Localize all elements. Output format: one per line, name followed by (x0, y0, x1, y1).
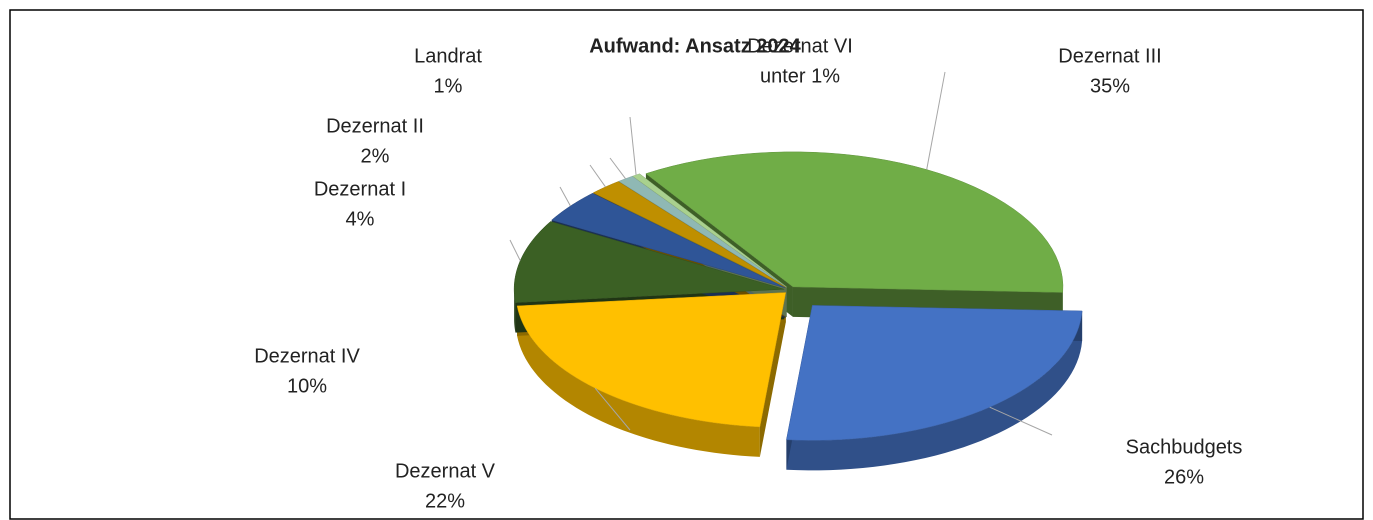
slice (592, 181, 787, 288)
slice-side (517, 305, 760, 457)
slice (618, 175, 787, 288)
leader-line (594, 387, 631, 431)
slice-label: Dezernat II (326, 115, 424, 137)
slice-side (514, 289, 516, 333)
leader-line (589, 164, 606, 188)
slice-value-label: 4% (346, 208, 375, 230)
slice (645, 151, 1064, 293)
leader-line (559, 186, 571, 207)
slice-label: Dezernat III (1058, 45, 1161, 67)
slice (513, 221, 785, 303)
leader-line (989, 406, 1053, 436)
slice-label: Landrat (414, 45, 482, 67)
slice-value-label: 2% (361, 145, 390, 167)
slice-value-label: 22% (425, 490, 465, 512)
slice-label: Dezernat IV (254, 345, 360, 367)
leader-line (609, 157, 626, 180)
slice-label: Sachbudgets (1126, 436, 1243, 458)
slice-value-label: 1% (434, 75, 463, 97)
pie-tops (513, 151, 1083, 441)
slice-wall (759, 292, 786, 457)
leader-line (509, 239, 521, 261)
slice-side (786, 310, 1083, 471)
slice-value-label: 35% (1090, 75, 1130, 97)
chart-title: Aufwand: Ansatz 2024 (589, 35, 801, 57)
leader-line (926, 71, 946, 170)
slice-label: Dezernat VI (747, 35, 853, 57)
slice (551, 192, 786, 289)
slice-value-label: 26% (1164, 466, 1204, 488)
slice-label: Dezernat I (314, 178, 406, 200)
slice-label: Dezernat V (395, 460, 496, 482)
leader-line (629, 116, 637, 176)
slice-value-label: 10% (287, 375, 327, 397)
slice-value-label: unter 1% (760, 65, 840, 87)
